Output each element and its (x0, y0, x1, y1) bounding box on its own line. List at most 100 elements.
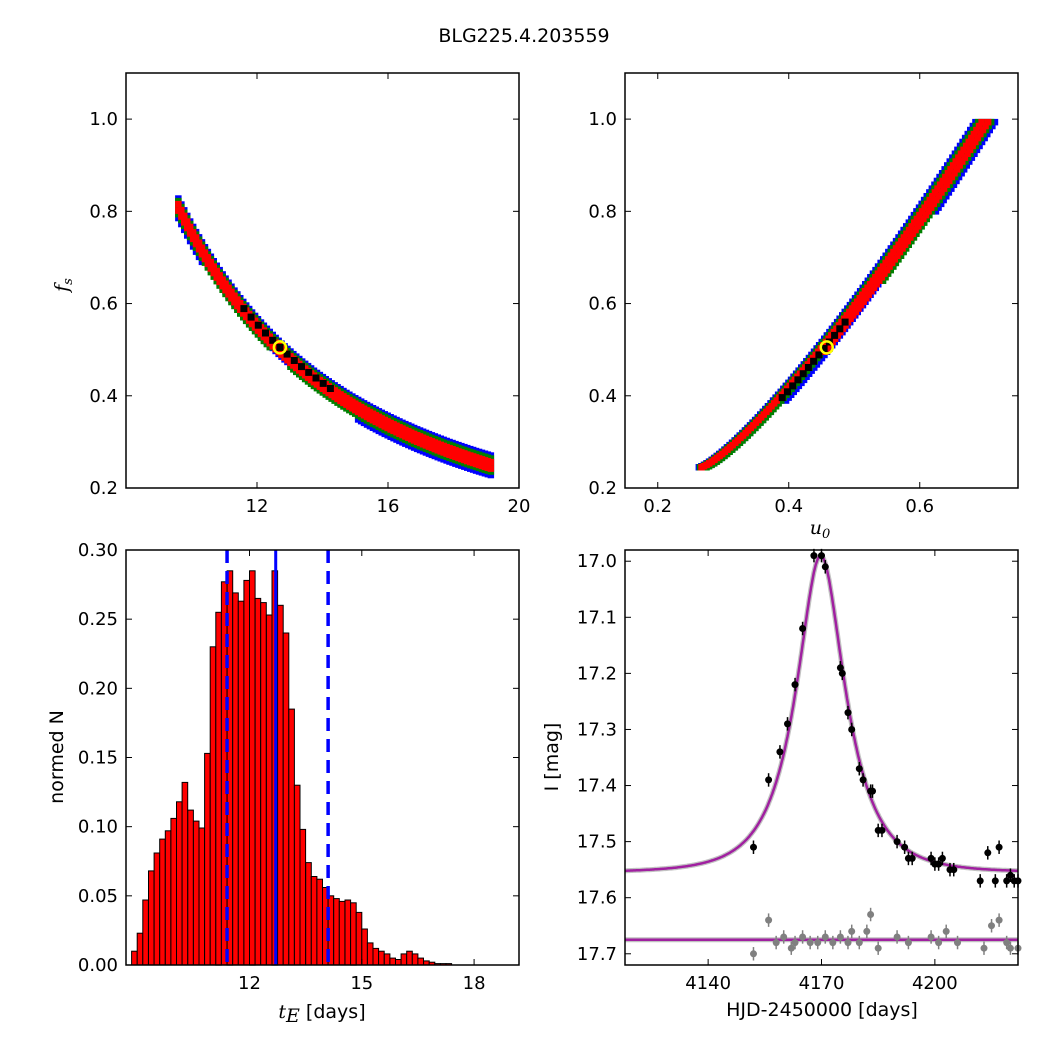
y-tick-label: 17.5 (577, 832, 617, 853)
data-point (844, 709, 852, 717)
density-cell-core (283, 350, 291, 358)
x-tick-label: 12 (246, 496, 269, 517)
x-tick-label: 0.4 (774, 496, 803, 517)
density-cell (945, 189, 953, 196)
density-cell (879, 277, 887, 284)
density-cell (228, 288, 235, 296)
density-cell (857, 301, 865, 309)
density-cell-core (312, 374, 320, 382)
density-cell (991, 118, 999, 126)
data-point (1003, 877, 1011, 885)
y-axis-label: I [mag] (541, 723, 563, 792)
histogram-bar (417, 957, 424, 966)
x-tick-label: 20 (508, 496, 531, 517)
histogram-bar (148, 870, 155, 966)
density-cell (947, 166, 954, 173)
density-cell (925, 208, 932, 215)
histogram-bar (293, 784, 301, 966)
histogram-bar (142, 899, 149, 966)
density-cell (979, 126, 987, 134)
data-point (863, 927, 871, 935)
x-axis-label: HJD-2450000 [days] (726, 999, 918, 1021)
histogram-bar (333, 898, 340, 966)
density-cell (852, 308, 860, 316)
density-cell (868, 288, 875, 295)
axes-frame (125, 549, 520, 966)
panel-fs-vs-u0: 0.2 0.4 0.6 0.2 0.4 0.6 0.8 1.0 u0 (588, 72, 1019, 542)
data-point (780, 933, 788, 941)
histogram-bar (170, 817, 177, 966)
density-cell (198, 244, 206, 251)
density-cell (902, 245, 910, 252)
data-point (814, 939, 822, 947)
data-point (935, 860, 943, 868)
density-cell (911, 219, 918, 226)
density-cell-core (836, 325, 844, 333)
y-axis-label-fs: fs (51, 278, 76, 294)
density-cell (487, 471, 495, 479)
density-cell (974, 134, 982, 142)
density-cell (869, 277, 876, 284)
data-point (776, 748, 784, 756)
histogram-bar (400, 953, 408, 966)
y-tick-label: 17.6 (577, 888, 617, 909)
histogram-bar (305, 862, 312, 966)
density-cell (903, 230, 910, 237)
data-point (1006, 871, 1014, 879)
histogram-bar (366, 942, 374, 966)
density-cell (938, 189, 945, 196)
data-point (750, 950, 757, 958)
density-cell-core (262, 329, 269, 337)
density-cell (965, 138, 972, 146)
histogram-bar (209, 646, 217, 966)
data-point (927, 854, 935, 862)
density-cell (951, 170, 958, 177)
density-cell (966, 158, 973, 165)
y-tick-label: 0.15 (78, 748, 118, 769)
density-cell (900, 234, 908, 241)
data-point (942, 927, 950, 935)
density-cell (953, 166, 961, 173)
density-cell (234, 296, 241, 303)
density-cell (946, 162, 954, 169)
density-cell (931, 204, 938, 211)
density-cell (210, 263, 217, 270)
density-cell (924, 200, 931, 208)
data-point (844, 939, 852, 947)
density-cell (838, 318, 845, 326)
density-cell (898, 237, 905, 245)
y-tick-label: 0.30 (78, 540, 118, 561)
density-cell (905, 226, 913, 234)
density-cell (213, 267, 220, 275)
density-cell (909, 230, 917, 237)
x-tick-label: 0.6 (905, 496, 934, 517)
histogram-bar (378, 950, 385, 966)
density-cell (913, 230, 920, 237)
density-cell (933, 200, 941, 208)
y-tick-label: 1.0 (89, 109, 118, 130)
density-cell (916, 211, 923, 219)
density-cell (921, 204, 928, 211)
data-point (821, 933, 829, 941)
histogram-bar (383, 953, 391, 966)
density-cell (941, 189, 949, 196)
panel-light-curve: 4140 4170 4200 17.0 17.1 17.2 17.3 17.4 17.5 17.6… (541, 548, 1022, 1021)
y-tick-label: 17.0 (577, 551, 617, 572)
density-cell (948, 185, 955, 192)
histogram-bar (299, 828, 307, 966)
density-cell (956, 146, 964, 154)
density-cell (851, 301, 858, 309)
density-cell (848, 305, 856, 312)
density-cell (927, 204, 935, 211)
density-cell (971, 150, 978, 157)
x-tick-label: 12 (238, 973, 261, 994)
histogram-bar (237, 600, 245, 966)
histogram-bar (260, 602, 267, 966)
y-axis-label: normed N (46, 710, 68, 804)
density-cell (192, 234, 200, 241)
density-cell (972, 122, 979, 130)
density-cell (876, 277, 883, 284)
density-cell (885, 256, 892, 263)
density-cell-core (815, 351, 823, 359)
histogram-bar (310, 876, 318, 966)
